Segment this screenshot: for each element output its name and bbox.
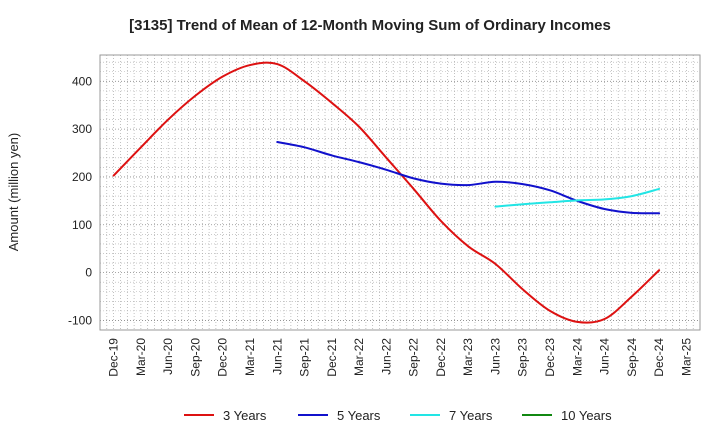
x-tick-label: Mar-24 xyxy=(570,338,584,376)
series-line-7-years xyxy=(494,187,661,208)
x-tick-label: Mar-21 xyxy=(243,338,257,376)
series-line-5-years xyxy=(276,141,661,215)
x-tick-label: Jun-22 xyxy=(379,338,393,375)
x-tick-label: Mar-20 xyxy=(134,338,148,376)
plot-frame xyxy=(99,54,701,331)
y-axis-label: Amount (million yen) xyxy=(6,133,21,252)
legend-label-10-years: 10 Years xyxy=(561,408,612,423)
legend: 3 Years 5 Years 7 Years 10 Years xyxy=(184,408,612,423)
legend-label-3-years: 3 Years xyxy=(223,408,267,423)
x-tick-label: Sep-24 xyxy=(625,338,639,377)
x-tick-label: Dec-22 xyxy=(434,338,448,377)
legend-label-5-years: 5 Years xyxy=(337,408,381,423)
x-tick-label: Dec-19 xyxy=(107,338,121,377)
x-tick-label: Sep-22 xyxy=(407,338,421,377)
gridlines xyxy=(99,55,701,330)
y-tick-label: 300 xyxy=(72,122,92,136)
x-tick-label: Sep-23 xyxy=(516,338,530,377)
x-tick-label: Jun-21 xyxy=(270,338,284,375)
y-tick-label: 400 xyxy=(72,74,92,88)
chart-title: [3135] Trend of Mean of 12-Month Moving … xyxy=(129,17,611,34)
x-tick-label: Mar-22 xyxy=(352,338,366,376)
y-tick-label: 0 xyxy=(85,266,92,280)
x-tick-label: Jun-20 xyxy=(161,338,175,375)
series-lines xyxy=(112,61,661,324)
x-tick-label: Jun-23 xyxy=(488,338,502,375)
y-tick-labels: -100 0 100 200 300 400 xyxy=(68,74,92,327)
y-tick-label: 100 xyxy=(72,218,92,232)
x-tick-label: Jun-24 xyxy=(598,338,612,375)
x-tick-labels: Dec-19 Mar-20 Jun-20 Sep-20 Dec-20 Mar-21 Jun-… xyxy=(107,338,694,377)
x-tick-label: Sep-20 xyxy=(188,338,202,377)
x-tick-label: Sep-21 xyxy=(298,338,312,377)
y-tick-label: -100 xyxy=(68,313,92,327)
x-tick-label: Dec-21 xyxy=(325,338,339,377)
x-tick-label: Mar-23 xyxy=(461,338,475,376)
series-line-3-years xyxy=(112,61,661,324)
legend-label-7-years: 7 Years xyxy=(449,408,493,423)
y-tick-label: 200 xyxy=(72,170,92,184)
x-tick-label: Mar-25 xyxy=(679,338,693,376)
x-tick-label: Dec-23 xyxy=(543,338,557,377)
x-tick-label: Dec-20 xyxy=(216,338,230,377)
x-tick-label: Dec-24 xyxy=(652,338,666,377)
